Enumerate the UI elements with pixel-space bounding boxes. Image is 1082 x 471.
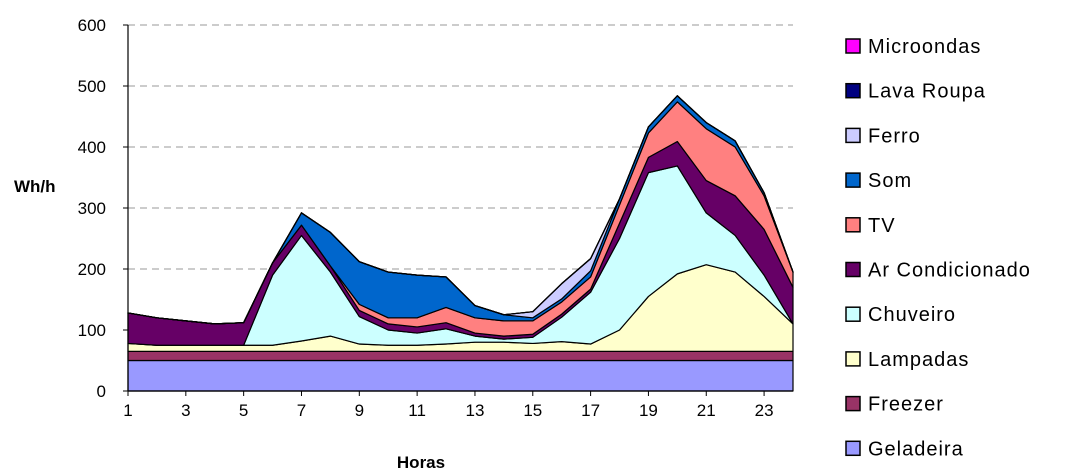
legend-label: Chuveiro — [868, 304, 956, 326]
area-freezer — [127, 350, 794, 362]
legend-swatch — [845, 217, 861, 233]
x-axis-title: Horas — [397, 453, 445, 471]
y-tick-label: 200 — [78, 260, 106, 279]
x-tick-label: 15 — [523, 401, 542, 420]
legend-label: Lava Roupa — [868, 81, 986, 103]
legend-swatch — [845, 82, 861, 99]
legend-swatch — [845, 172, 861, 188]
y-tick-label: 0 — [97, 382, 106, 401]
legend-item-som: Som — [845, 170, 912, 192]
legend: Microondas Lava Roupa Ferro Som TV Ar Condici… — [845, 36, 1031, 460]
legend-item-freezer: Freezer — [845, 394, 944, 416]
x-tick-label: 23 — [755, 401, 774, 420]
y-axis-title: Wh/h — [14, 177, 56, 196]
x-tick-label: 3 — [181, 401, 190, 420]
legend-swatch — [845, 395, 861, 412]
legend-item-tv: TV — [845, 215, 896, 237]
x-tick-label: 21 — [697, 401, 716, 420]
y-tick-label: 400 — [78, 138, 106, 157]
y-tick-label: 100 — [78, 321, 106, 340]
legend-label: Ferro — [868, 125, 921, 147]
x-tick-label: 5 — [239, 401, 248, 420]
legend-label: TV — [868, 215, 896, 237]
x-tick-label: 11 — [408, 401, 426, 420]
x-tick-label: 7 — [297, 401, 306, 420]
legend-item-microondas: Microondas — [845, 36, 981, 58]
y-tick-label: 500 — [78, 77, 106, 96]
area-geladeira — [127, 359, 794, 392]
legend-item-geladeira: Geladeira — [845, 438, 964, 460]
legend-swatch — [845, 351, 861, 367]
legend-item-lava-roupa: Lava Roupa — [845, 81, 986, 103]
legend-swatch — [845, 38, 861, 54]
legend-label: Lampadas — [868, 349, 969, 371]
legend-swatch — [845, 261, 861, 278]
legend-label: Som — [868, 170, 912, 192]
legend-item-chuveiro: Chuveiro — [845, 304, 956, 326]
legend-label: Ar Condicionado — [868, 260, 1031, 282]
area-microondas — [127, 95, 794, 325]
legend-label: Geladeira — [868, 438, 964, 460]
x-tick-label: 17 — [581, 401, 600, 420]
y-tick-label: 300 — [78, 199, 106, 218]
legend-item-lampadas: Lampadas — [845, 349, 969, 371]
area-series — [127, 95, 794, 392]
legend-swatch — [845, 306, 861, 322]
legend-swatch — [845, 440, 861, 457]
legend-item-ferro: Ferro — [845, 125, 921, 147]
x-tick-label: 1 — [123, 401, 132, 420]
x-tick-label: 9 — [355, 401, 364, 420]
legend-swatch — [845, 127, 861, 144]
legend-item-ar-condicionado: Ar Condicionado — [845, 260, 1031, 282]
x-tick-label: 19 — [639, 401, 658, 420]
y-tick-label: 600 — [78, 16, 106, 35]
legend-label: Freezer — [868, 394, 944, 416]
legend-label: Microondas — [868, 36, 981, 58]
x-tick-label: 13 — [465, 401, 484, 420]
